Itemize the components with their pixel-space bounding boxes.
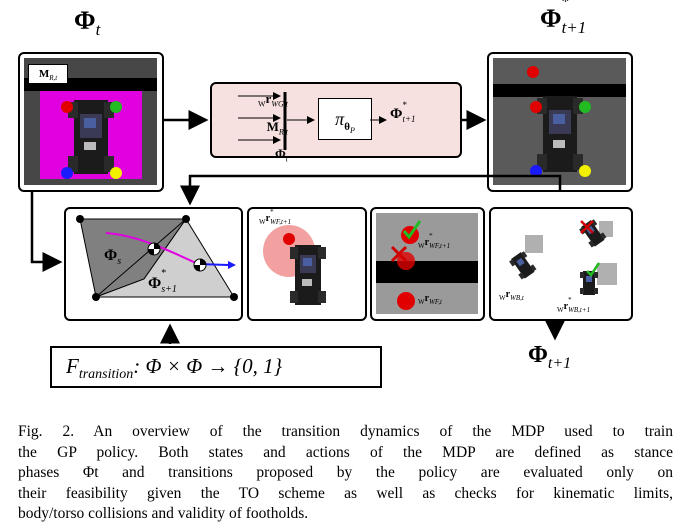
robot-body-3	[580, 271, 598, 295]
phase-s1-sub: s+1	[161, 284, 177, 296]
foothold-1-sub: WF,t+1	[429, 242, 451, 250]
robot-foot-target	[290, 245, 326, 305]
arrow-state-to-transition	[30, 192, 63, 272]
foothold-1-pre: W	[418, 242, 425, 250]
caption-line: the GP policy. Both states and actions o…	[18, 443, 673, 461]
foot-target-pre: W	[259, 218, 266, 226]
phi-t-symbol: Φ	[74, 6, 96, 35]
policy-inner-box: πθP	[318, 98, 372, 140]
phi-next-sup: *	[561, 0, 570, 10]
foothold-panel: Wr * WF,t+1 WrWF,t	[370, 207, 485, 321]
check-icon	[402, 220, 422, 240]
policy-output-sup: *	[402, 100, 407, 110]
map-label-sub: R,t	[49, 74, 58, 83]
cross-icon	[580, 220, 594, 234]
state-panel-next-image	[493, 58, 626, 185]
body-1-main: r	[505, 289, 511, 300]
caption-line: body/torso collisions and validity of fo…	[18, 505, 309, 522]
policy-input-map-main: M	[266, 118, 279, 134]
foot-target-label: Wr * WF,t+1	[259, 208, 292, 226]
robot-body-1	[509, 251, 537, 280]
policy-input-map-sub: R,t	[278, 127, 288, 137]
state-panel-next	[487, 52, 633, 192]
body-collision-panel: WrWB,t Wr * WB,t+1	[489, 207, 633, 321]
policy-input-phase: Φt	[218, 143, 288, 171]
figure-caption: Fig. 2. An overview of the transition dy…	[18, 422, 673, 525]
body-label-2: Wr * WB,t+1	[557, 296, 591, 314]
phi-t-title: Φt	[74, 6, 100, 40]
policy-box: WrWG,t MR,t Φt πθP Φ * t+1	[210, 82, 462, 164]
body-1-pre: W	[499, 294, 506, 302]
foothold-label-1: Wr * WF,t+1	[418, 232, 451, 250]
foothold-1-sup: *	[429, 232, 433, 240]
phase-s1-symbol: Φ	[148, 275, 162, 292]
cross-icon	[390, 245, 408, 263]
caption-line: Fig. 2. An overview of the transition dy…	[18, 423, 673, 440]
phi-bottom-sub: t+1	[547, 354, 572, 372]
phi-t-sub: t	[95, 20, 101, 40]
map-label: M	[38, 68, 50, 80]
policy-input-phase-main: Φ	[274, 146, 286, 162]
phase-s-symbol: Φ	[104, 247, 118, 264]
body-collision-image	[509, 219, 617, 295]
body-1-sub: WB,t	[510, 294, 524, 302]
policy-output: Φ * t+1	[390, 100, 416, 124]
phase-s-sub: s	[117, 256, 122, 268]
policy-input-goal-main: r	[265, 91, 272, 106]
policy-input-goal-pre: W	[257, 99, 266, 109]
foothold-label-2: WrWF,t	[418, 293, 442, 306]
foot-target-sup: *	[270, 208, 274, 216]
policy-inputs: WrWG,t MR,t Φt	[218, 88, 288, 171]
policy-sub-sub: P	[349, 125, 355, 135]
phi-next-sub: t+1	[561, 18, 587, 38]
foothold-2-pre: W	[418, 298, 425, 306]
robot-top-left	[68, 100, 114, 174]
policy-input-phase-sub: t	[285, 154, 288, 164]
robot-top-right	[537, 96, 583, 172]
foot-target-image	[263, 225, 326, 305]
transition-fn-sub: transition	[78, 367, 134, 383]
foothold-image	[376, 213, 478, 314]
transition-function-box: Ftransition: Φ × Φ → {0, 1}	[50, 346, 382, 388]
foothold-2-main: r	[424, 293, 430, 304]
phase-transition-panel: Φs Φ * s+1	[64, 207, 243, 321]
map-label-box: MR,t	[28, 64, 68, 84]
phase-s-label: Φs	[104, 247, 121, 267]
body-label-1: WrWB,t	[499, 289, 524, 302]
policy-input-goal: WrWG,t	[218, 88, 288, 116]
state-panel-t-image	[24, 58, 157, 185]
body-2-sup: *	[568, 296, 572, 304]
body-2-sub: WB,t+1	[568, 306, 591, 314]
body-2-pre: W	[557, 306, 564, 314]
policy-input-goal-sub: WG,t	[271, 99, 288, 109]
phi-next-title: Φ * t+1	[540, 0, 587, 38]
foot-target-sub: WF,t+1	[270, 218, 292, 226]
check-icon	[586, 262, 601, 277]
caption-line: phases Φt and transitions proposed by th…	[18, 464, 673, 481]
policy-output-sub: t+1	[402, 114, 416, 124]
phi-bottom-symbol: Φ	[528, 342, 548, 368]
caption-line: their feasibility given the TO scheme as…	[18, 484, 673, 502]
transition-function-text: Ftransition: Φ × Φ → {0, 1}	[66, 354, 282, 383]
policy-input-map: MR,t	[218, 116, 288, 144]
foothold-2-sub: WF,t	[429, 298, 442, 306]
transition-fn-symbol: F	[66, 354, 79, 378]
policy-output-main: Φ	[390, 106, 403, 122]
state-panel-t: MR,t	[18, 52, 164, 192]
foothold-1-main: r	[424, 237, 430, 248]
phase-s1-sup: *	[161, 268, 167, 279]
phi-next-symbol: Φ	[540, 4, 562, 33]
phi-bottom-title: Φt+1	[528, 342, 571, 373]
foot-target-panel: Wr * WF,t+1	[247, 207, 367, 321]
policy-symbol: π	[335, 109, 345, 129]
foot-target-main: r	[265, 213, 271, 224]
phase-transition-image	[76, 215, 238, 301]
body-2-main: r	[563, 301, 569, 312]
transition-fn-rest: : Φ × Φ → {0, 1}	[133, 354, 282, 378]
policy-sub: θ	[344, 120, 350, 133]
phase-s1-label: Φ * s+1	[148, 268, 177, 296]
